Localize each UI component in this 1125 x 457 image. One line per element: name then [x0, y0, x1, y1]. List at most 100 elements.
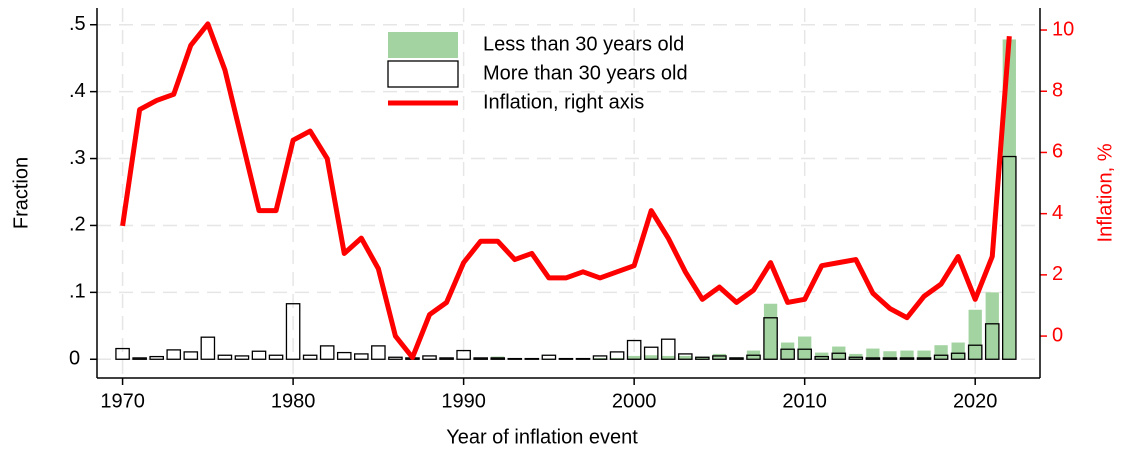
bar [132, 357, 147, 360]
bar [473, 357, 488, 360]
bar [712, 353, 727, 360]
bar [490, 357, 506, 360]
legend-label: Less than 30 years old [483, 33, 684, 55]
bar [695, 356, 710, 360]
bar [627, 355, 641, 360]
bar [695, 356, 710, 360]
y-tick-label: 0 [69, 348, 80, 370]
legend-label: Inflation, right axis [483, 91, 644, 113]
bar [456, 349, 471, 360]
bar [815, 352, 829, 360]
line [120, 21, 1012, 360]
bar [422, 355, 437, 360]
bar [643, 346, 659, 360]
bar [371, 345, 386, 360]
bar [950, 352, 966, 360]
bar [575, 357, 591, 360]
x-tick-label: 1970 [100, 390, 145, 412]
bar [985, 292, 999, 360]
bar [610, 357, 624, 360]
bar [524, 357, 540, 360]
bar [746, 354, 761, 360]
y-tick-label: .2 [69, 214, 86, 236]
bar [336, 351, 352, 360]
bar [798, 336, 812, 360]
bar [183, 351, 199, 360]
bar [354, 353, 369, 360]
bar [388, 356, 403, 360]
bar [849, 353, 863, 360]
bar [934, 345, 948, 360]
bar [541, 354, 557, 360]
bar [507, 357, 523, 360]
bar [593, 357, 607, 360]
bar [1002, 39, 1016, 360]
bar [166, 349, 182, 360]
y2-tick-label: 4 [1052, 202, 1063, 224]
y-axis-title: Fraction [10, 157, 32, 229]
y2-axis-title: Inflation, % [1094, 143, 1116, 242]
legend-label: More than 30 years old [483, 62, 688, 84]
bar [302, 354, 318, 360]
bar [626, 339, 642, 360]
y-tick-label: .4 [69, 80, 86, 102]
x-tick-label: 2020 [953, 390, 998, 412]
bar [268, 354, 284, 360]
bar [882, 357, 898, 360]
bar [967, 344, 983, 360]
bar [933, 354, 949, 360]
bar [1002, 155, 1017, 360]
y2-tick-label: 6 [1052, 141, 1063, 163]
bar [865, 357, 881, 360]
bar [729, 357, 744, 360]
bar [661, 355, 675, 360]
bar [251, 350, 267, 360]
bar [763, 317, 778, 360]
x-tick-label: 1990 [441, 390, 486, 412]
bar [900, 350, 914, 360]
bar [319, 345, 335, 360]
bar [883, 351, 897, 360]
bar [558, 357, 574, 360]
y2-tick-label: 0 [1052, 324, 1063, 346]
bar [831, 352, 847, 360]
bar [644, 355, 658, 360]
bar [592, 355, 608, 360]
bar [866, 348, 880, 360]
bar [609, 351, 625, 360]
bar [814, 355, 830, 360]
x-tick-label: 2000 [612, 390, 657, 412]
y-tick-label: .1 [69, 281, 86, 303]
bar [780, 348, 795, 360]
legend-swatch [387, 60, 459, 88]
bar [780, 342, 795, 360]
bar [899, 357, 915, 360]
y2-tick-label: 8 [1052, 80, 1063, 102]
bar [678, 353, 693, 360]
bar [200, 336, 216, 360]
y2-tick-label: 2 [1052, 263, 1063, 285]
bar [968, 309, 982, 360]
bar [763, 303, 778, 360]
x-axis-title: Year of inflation event [446, 426, 638, 448]
legend-swatch [388, 32, 458, 58]
bar [439, 357, 454, 360]
x-tick-label: 2010 [782, 390, 827, 412]
y2-tick-label: 10 [1052, 18, 1074, 40]
bar [285, 303, 301, 360]
bar [797, 348, 812, 360]
bar [234, 355, 250, 360]
bar [712, 355, 727, 360]
bar [217, 354, 233, 360]
bar [951, 342, 965, 360]
bar [115, 347, 130, 360]
bar [984, 323, 1000, 360]
bar [678, 355, 692, 360]
bar [917, 350, 931, 360]
bar [848, 356, 864, 360]
x-tick-label: 1980 [271, 390, 316, 412]
bar [149, 355, 164, 360]
y-tick-label: .5 [69, 13, 86, 35]
y-tick-label: .3 [69, 147, 86, 169]
